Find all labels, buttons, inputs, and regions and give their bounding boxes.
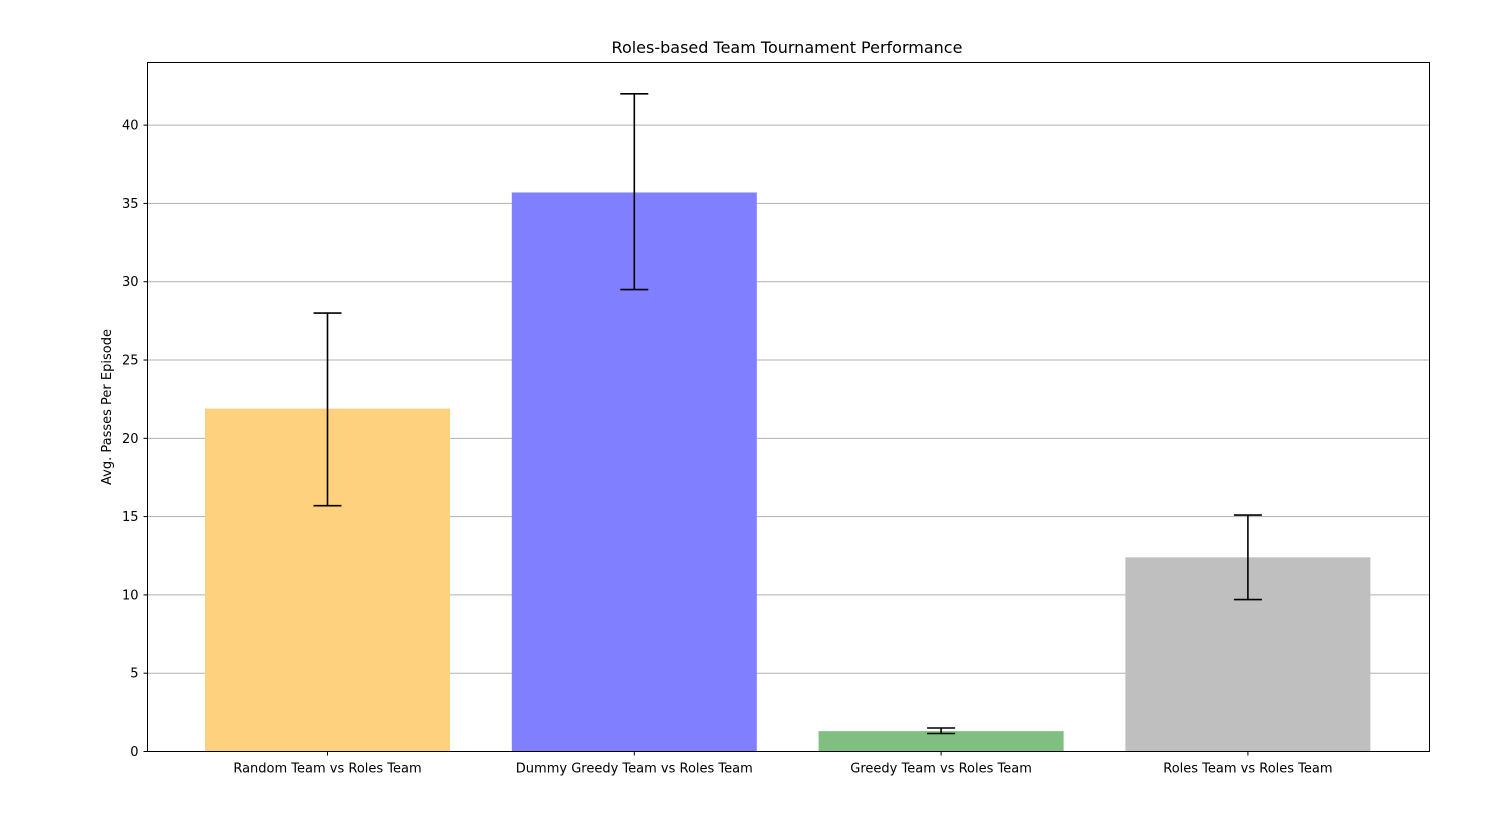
plot-frame: [147, 62, 1430, 752]
y-tick-label: 5: [130, 667, 138, 682]
y-tick-label: 20: [122, 432, 139, 447]
bars: [205, 192, 1371, 752]
chart-title: Roles-based Team Tournament Performance: [612, 38, 963, 57]
y-tick-label: 10: [122, 588, 139, 603]
y-ticks: 0 5 10 15 20 25 30 35 40: [122, 119, 148, 760]
y-tick-label: 15: [122, 510, 139, 525]
x-ticks: Random Team vs Roles Team Dummy Greedy Te…: [233, 751, 1333, 777]
x-tick-label: Greedy Team vs Roles Team: [850, 762, 1032, 777]
y-tick-label: 0: [130, 745, 138, 760]
y-axis-label: Avg. Passes Per Episode: [100, 329, 115, 485]
bar: [818, 731, 1064, 752]
y-tick-label: 25: [122, 354, 139, 369]
error-bars: [313, 93, 1262, 735]
x-tick-label: Roles Team vs Roles Team: [1163, 762, 1332, 777]
x-tick-label: Random Team vs Roles Team: [233, 762, 421, 777]
y-tick-label: 35: [122, 197, 139, 212]
y-tick-label: 30: [122, 275, 139, 290]
y-tick-label: 40: [122, 119, 139, 134]
x-tick-label: Dummy Greedy Team vs Roles Team: [516, 762, 753, 777]
